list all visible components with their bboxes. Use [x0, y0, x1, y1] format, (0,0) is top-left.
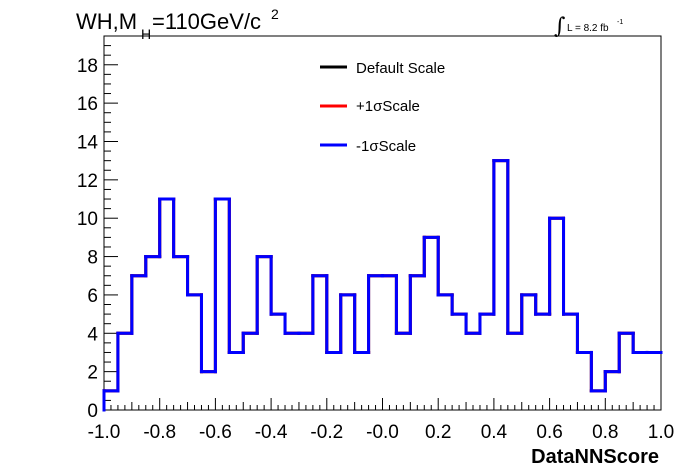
y-tick-label: 4 — [87, 324, 98, 345]
series-minus1sigma-scale — [102, 159, 663, 412]
y-tick-label: 12 — [77, 171, 98, 192]
x-tick-label: -1.0 — [88, 422, 121, 443]
chart-title-superscript: 2 — [271, 6, 279, 22]
x-tick-label: -0.2 — [310, 422, 343, 443]
lumi-superscript: -1 — [617, 19, 623, 26]
histogram-series — [102, 159, 663, 412]
y-tick-label: 2 — [87, 363, 98, 384]
x-tick-label: -0.0 — [366, 422, 399, 443]
x-tick-label: -0.4 — [255, 422, 288, 443]
y-tick-label: 16 — [77, 94, 98, 115]
legend-label-default: Default Scale — [356, 60, 445, 77]
y-tick-label: 10 — [77, 209, 98, 230]
x-axis-label: DataNNScore — [531, 446, 659, 468]
x-tick-label: 0.8 — [592, 422, 618, 443]
x-tick-label: -0.8 — [143, 422, 176, 443]
y-tick-label: 18 — [77, 56, 98, 77]
chart-title-rest: =110GeV/c — [152, 9, 261, 34]
legend-label-minus1sigma: -1σScale — [356, 138, 416, 155]
x-tick-label: 0.2 — [425, 422, 451, 443]
lumi-integral-symbol: ∫ — [554, 14, 566, 39]
x-tick-label: 0.6 — [536, 422, 562, 443]
chart-title: WH,M — [76, 9, 137, 34]
lumi-label: L = 8.2 fb — [567, 23, 609, 34]
legend: Default Scale +1σScale -1σScale — [320, 60, 445, 155]
y-tick-label: 0 — [87, 401, 98, 422]
y-axis: 0 2 4 6 8 10 12 14 16 18 — [77, 35, 118, 422]
legend-label-plus1sigma: +1σScale — [356, 98, 420, 115]
y-tick-label: 8 — [87, 248, 98, 269]
y-tick-label: 6 — [87, 286, 98, 307]
x-tick-label: 1.0 — [648, 422, 674, 443]
x-axis: -1.0 -0.8 -0.6 -0.4 -0.2 -0.0 0.2 0.4 0.6 0.8 1.0 — [88, 398, 674, 443]
y-tick-label: 14 — [77, 132, 99, 153]
x-tick-label: -0.6 — [199, 422, 232, 443]
chart-title-subscript: H — [141, 26, 151, 42]
x-tick-label: 0.4 — [481, 422, 508, 443]
